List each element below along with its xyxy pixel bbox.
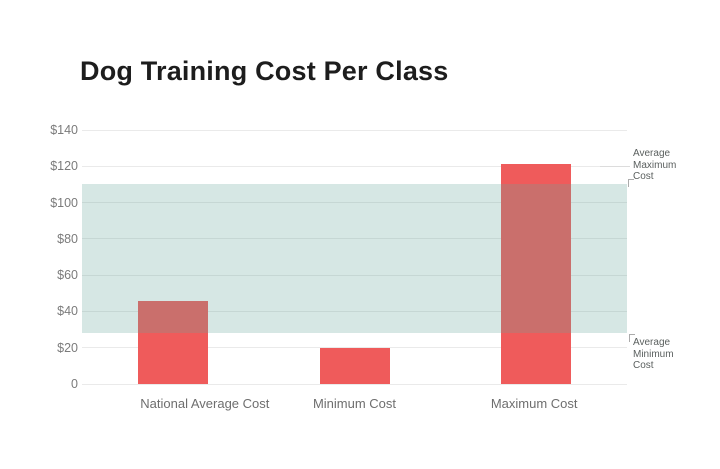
- y-tick-label-80: $80: [57, 231, 78, 246]
- gridline-60: [82, 274, 627, 276]
- x-tick-label-0: National Average Cost: [140, 396, 270, 411]
- bar-0: [137, 300, 208, 384]
- x-tick-label-1: Minimum Cost: [312, 396, 397, 411]
- bar-1: [319, 347, 390, 384]
- gridline-40: [82, 310, 627, 312]
- average-range-band: [82, 184, 627, 334]
- gridline-80: [82, 238, 627, 240]
- y-tick-label-40: $40: [57, 304, 78, 319]
- avg-max-annotation: Average Maximum Cost: [633, 148, 691, 183]
- y-tick-label-100: $100: [50, 195, 78, 210]
- gridline-120: [82, 165, 627, 167]
- avg-min-tick-mark: [629, 334, 635, 342]
- gridline-140: [82, 129, 627, 131]
- avg-max-tick-mark: [628, 179, 634, 187]
- y-tick-label-140: $140: [50, 123, 78, 137]
- avg-max-leader-line: [600, 166, 630, 167]
- y-tick-label-120: $120: [50, 159, 78, 174]
- avg-min-label: Average Minimum Cost: [633, 337, 674, 371]
- x-tick-label-2: Maximum Cost: [490, 396, 578, 411]
- gridline-100: [82, 202, 627, 204]
- y-tick-label-0: 0: [71, 377, 78, 391]
- y-tick-label-60: $60: [57, 268, 78, 283]
- gridline-0: [82, 383, 627, 385]
- avg-max-label: Average Maximum Cost: [633, 148, 677, 182]
- avg-min-annotation: Average Minimum Cost: [633, 337, 691, 372]
- bar-2: [501, 164, 572, 384]
- chart-title: Dog Training Cost Per Class: [80, 56, 449, 86]
- y-tick-label-20: $20: [57, 340, 78, 355]
